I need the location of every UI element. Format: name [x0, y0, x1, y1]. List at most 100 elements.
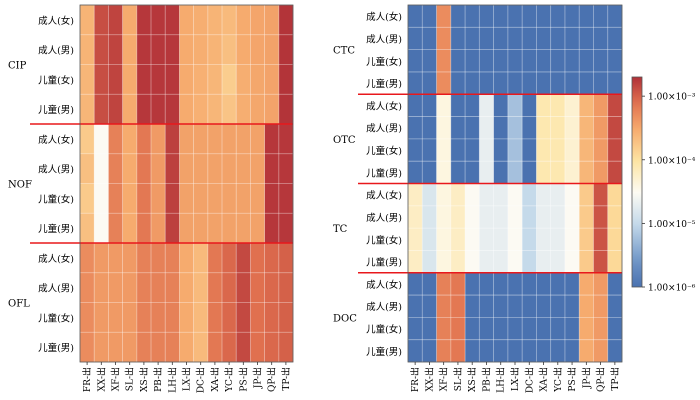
heatmap-cell: [193, 124, 208, 154]
heatmap-cell: [493, 228, 509, 251]
heatmap-cell: [122, 272, 137, 303]
heatmap-cell: [564, 339, 580, 363]
heatmap-cell: [80, 5, 95, 35]
heatmap-cell: [607, 71, 623, 95]
x-tick-label: XF-出: [110, 367, 122, 391]
heatmap-cell: [193, 94, 208, 125]
row-label: 儿童(男): [366, 346, 402, 358]
heatmap-cell: [408, 183, 423, 207]
heatmap-cell: [80, 272, 95, 303]
x-tick-label: LX-出: [509, 367, 521, 391]
heatmap-cell: [264, 5, 279, 35]
heatmap-cell: [436, 94, 451, 117]
heatmap-cell: [450, 94, 466, 117]
heatmap-cell: [465, 138, 480, 162]
heatmap-cell: [236, 302, 251, 333]
heatmap-cell: [278, 94, 294, 125]
heatmap-cell: [264, 243, 279, 273]
heatmap-cell: [408, 5, 423, 28]
heatmap-cell: [222, 5, 237, 35]
heatmap-cell: [493, 205, 509, 229]
heatmap-cell: [179, 272, 194, 303]
heatmap-cell: [278, 153, 294, 184]
heatmap-cell: [94, 183, 109, 214]
heatmap-cell: [522, 27, 537, 50]
row-label: 儿童(女): [366, 324, 402, 336]
heatmap-cell: [151, 5, 166, 35]
heatmap-cell: [479, 250, 494, 273]
row-label: 儿童(男): [366, 78, 402, 90]
heatmap-cell: [278, 302, 294, 333]
heatmap-cell: [450, 250, 466, 273]
heatmap-cell: [479, 183, 494, 207]
heatmap-cell: [465, 183, 480, 207]
heatmap-cell: [564, 272, 580, 296]
heatmap-cell: [593, 183, 608, 207]
heatmap-cell: [222, 94, 237, 125]
heatmap-cell: [151, 64, 166, 95]
heatmap-cell: [536, 295, 551, 318]
heatmap-cell: [250, 94, 265, 125]
heatmap-cell: [507, 272, 523, 296]
heatmap-cell: [564, 49, 580, 73]
heatmap-cell: [564, 250, 580, 273]
heatmap-cell: [193, 153, 208, 184]
heatmap-cell: [465, 250, 480, 273]
x-tick-label: PS-出: [237, 367, 249, 392]
heatmap-cell: [80, 153, 95, 184]
heatmap-cell: [193, 183, 208, 214]
heatmap-cell: [436, 228, 451, 251]
heatmap-cell: [122, 183, 137, 214]
heatmap-cell: [165, 332, 180, 363]
heatmap-cell: [536, 205, 551, 229]
heatmap-cell: [278, 5, 294, 35]
heatmap-cell: [179, 34, 194, 65]
heatmap-cell: [165, 124, 180, 154]
heatmap-cell: [422, 5, 437, 28]
x-tick-label: XX-出: [95, 367, 107, 392]
heatmap-cell: [493, 71, 509, 95]
heatmap-cell: [436, 71, 451, 95]
row-label: 儿童(男): [38, 104, 74, 116]
heatmap-cell: [236, 153, 251, 184]
heatmap-cell: [222, 332, 237, 363]
heatmap-cell: [493, 250, 509, 273]
heatmap-cell: [465, 317, 480, 340]
heatmap-cell: [408, 205, 423, 229]
heatmap-cell: [408, 295, 423, 318]
heatmap-cell: [564, 71, 580, 95]
heatmap-cell: [222, 272, 237, 303]
heatmap-cell: [593, 317, 608, 340]
heatmap-cell: [193, 302, 208, 333]
heatmap-cell: [122, 213, 137, 244]
heatmap-cell: [408, 228, 423, 251]
heatmap-cell: [607, 49, 623, 73]
heatmap-cell: [507, 161, 523, 184]
heatmap-cell: [436, 49, 451, 73]
heatmap-cell: [493, 5, 509, 28]
heatmap-cell: [493, 116, 509, 140]
heatmap-cell: [207, 302, 223, 333]
heatmap-cell: [550, 5, 566, 28]
heatmap-cell: [136, 34, 152, 65]
heatmap-cell: [579, 250, 594, 273]
heatmap-cell: [593, 339, 608, 363]
heatmap-cell: [179, 183, 194, 214]
colorbar-tick-label: 1.00×10⁻⁶: [648, 284, 696, 294]
heatmap-cell: [250, 213, 265, 244]
x-tick-label: JP-出: [252, 367, 264, 389]
x-tick-label: XS-出: [138, 367, 150, 392]
heatmap-cell: [236, 34, 251, 65]
heatmap-cell: [550, 71, 566, 95]
heatmap-cell: [136, 332, 152, 363]
heatmap-cell: [450, 228, 466, 251]
heatmap-cell: [408, 27, 423, 50]
colorbar-tick-label: 1.00×10⁻³: [648, 93, 696, 103]
heatmap-cell: [522, 116, 537, 140]
colorbar-tick-label: 1.00×10⁻⁴: [648, 156, 696, 166]
heatmap-cell: [236, 64, 251, 95]
heatmap-cell: [222, 243, 237, 273]
heatmap-cell: [465, 5, 480, 28]
heatmap-cell: [264, 124, 279, 154]
